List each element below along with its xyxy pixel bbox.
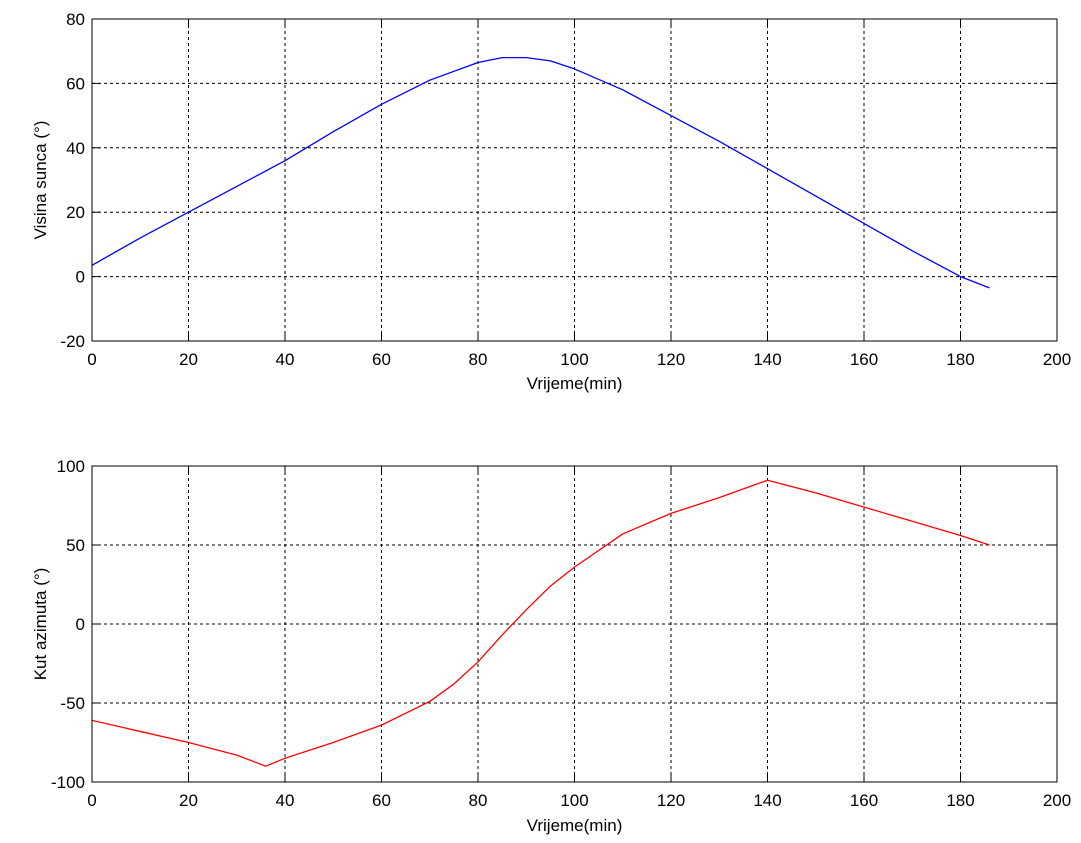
x-tick-label: 160 xyxy=(850,791,878,810)
x-tick-label: 40 xyxy=(276,791,295,810)
x-tick-label: 140 xyxy=(753,791,781,810)
x-tick-label: 80 xyxy=(469,350,488,369)
y-tick-label: -50 xyxy=(60,694,85,713)
y-axis-label: Visina sunca (°) xyxy=(31,121,50,240)
x-tick-label: 0 xyxy=(87,791,96,810)
altitude-chart: 0 20 40 60 80 100 120 140 160 180 200-20020406080V… xyxy=(31,10,1071,393)
x-tick-label: 60 xyxy=(372,791,391,810)
x-tick-label: 200 xyxy=(1043,350,1071,369)
x-tick-label: 0 xyxy=(87,350,96,369)
azimuth-chart: 0 20 40 60 80 100 120 140 160 180 200 -100 -50 0 50 100… xyxy=(31,457,1071,835)
axes-frame xyxy=(91,465,1058,783)
series-line xyxy=(91,56,990,289)
x-tick-label: 140 xyxy=(753,350,781,369)
x-axis-label: Vrijeme(min) xyxy=(527,816,623,835)
y-tick-label: 0 xyxy=(76,615,85,634)
y-tick-label: 20 xyxy=(66,203,85,222)
x-axis-label: Vrijeme(min) xyxy=(527,374,623,393)
x-tick-label: 200 xyxy=(1043,791,1071,810)
y-axis-label: Kut azimuta (°) xyxy=(31,568,50,681)
y-tick-label: 60 xyxy=(66,74,85,93)
x-tick-label: 160 xyxy=(850,350,878,369)
y-tick-label: -100 xyxy=(51,773,85,792)
y-tick-label: 0 xyxy=(76,268,85,287)
x-tick-label: 20 xyxy=(179,791,198,810)
y-tick-label: 40 xyxy=(66,139,85,158)
series-line xyxy=(91,479,990,767)
x-tick-label: 120 xyxy=(657,350,685,369)
y-tick-label: 100 xyxy=(57,457,85,476)
plot-area xyxy=(92,19,1057,341)
x-tick-label: 180 xyxy=(946,791,974,810)
y-tick-label: 50 xyxy=(66,536,85,555)
x-tick-label: 100 xyxy=(560,791,588,810)
x-tick-label: 100 xyxy=(560,350,588,369)
y-tick-label: 80 xyxy=(66,10,85,29)
x-tick-label: 120 xyxy=(657,791,685,810)
x-tick-label: 60 xyxy=(372,350,391,369)
axes-frame xyxy=(91,18,1058,342)
x-tick-label: 80 xyxy=(469,791,488,810)
x-tick-label: 20 xyxy=(179,350,198,369)
x-tick-label: 40 xyxy=(276,350,295,369)
x-tick-label: 180 xyxy=(946,350,974,369)
y-tick-label: -20 xyxy=(60,332,85,351)
